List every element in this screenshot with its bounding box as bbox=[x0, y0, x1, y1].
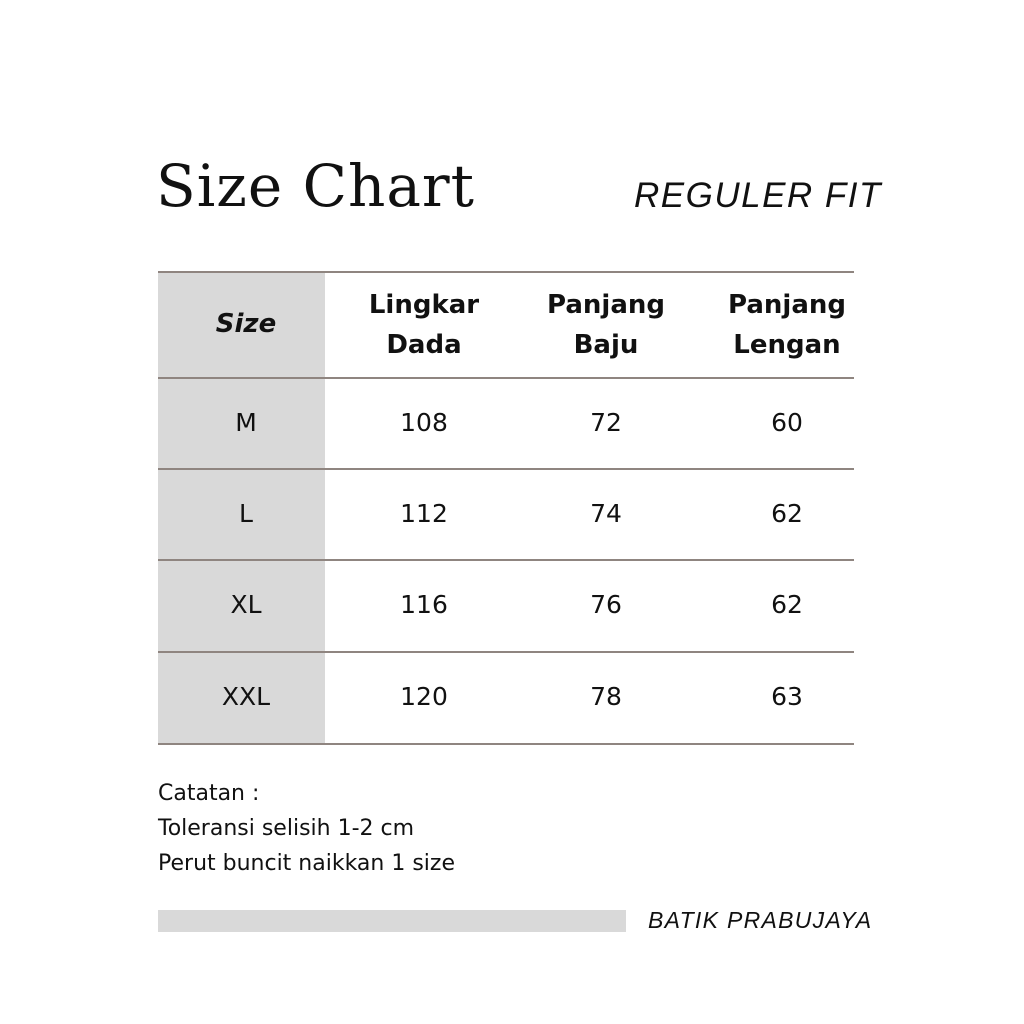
column-header: Panjang Baju bbox=[521, 285, 691, 365]
header-line: Baju bbox=[573, 330, 639, 360]
table-rule bbox=[158, 271, 854, 273]
header-line: Size bbox=[215, 309, 277, 339]
notes-heading: Catatan : bbox=[158, 781, 260, 806]
size-label: XXL bbox=[221, 682, 271, 711]
header-line: Dada bbox=[386, 330, 462, 360]
size-label: XL bbox=[230, 590, 262, 619]
size-column-background bbox=[158, 271, 325, 745]
page-title: Size Chart bbox=[156, 152, 475, 220]
note-tolerance: Toleransi selisih 1-2 cm bbox=[158, 816, 415, 841]
column-header: Panjang Lengan bbox=[702, 285, 872, 365]
fit-label: REGULER FIT bbox=[634, 176, 882, 215]
measurement-cell: 108 bbox=[400, 407, 448, 437]
measurement-cell: 112 bbox=[400, 498, 448, 528]
measurement-cell: 62 bbox=[771, 498, 803, 528]
measurement-cell: 63 bbox=[771, 682, 803, 711]
header-line: Panjang bbox=[728, 290, 846, 320]
measurement-cell: 116 bbox=[400, 590, 448, 619]
measurement-cell: 74 bbox=[590, 498, 622, 528]
column-header: Size bbox=[161, 304, 331, 344]
table-rule bbox=[158, 559, 854, 561]
note-size-up: Perut buncit naikkan 1 size bbox=[158, 851, 455, 876]
header-line: Lengan bbox=[733, 330, 841, 360]
footer-bar bbox=[158, 910, 626, 932]
measurement-cell: 60 bbox=[771, 407, 803, 437]
table-rule bbox=[158, 468, 854, 470]
measurement-cell: 76 bbox=[590, 590, 622, 619]
measurement-cell: 72 bbox=[590, 407, 622, 437]
measurement-cell: 120 bbox=[400, 682, 448, 711]
size-label: M bbox=[235, 407, 257, 437]
table-rule bbox=[158, 743, 854, 745]
notes: Catatan : Toleransi selisih 1-2 cm Perut… bbox=[158, 776, 455, 881]
measurement-cell: 62 bbox=[771, 590, 803, 619]
brand-name: BATIK PRABUJAYA bbox=[648, 907, 873, 933]
table-rule bbox=[158, 651, 854, 653]
header-line: Panjang bbox=[547, 290, 665, 320]
header-line: Lingkar bbox=[368, 290, 480, 320]
measurement-cell: 78 bbox=[590, 682, 622, 711]
size-label: L bbox=[239, 498, 253, 528]
table-rule bbox=[158, 377, 854, 379]
size-table: Size Lingkar Dada Panjang Baju Panjang Lengan M… bbox=[158, 271, 854, 745]
column-header: Lingkar Dada bbox=[339, 285, 509, 365]
